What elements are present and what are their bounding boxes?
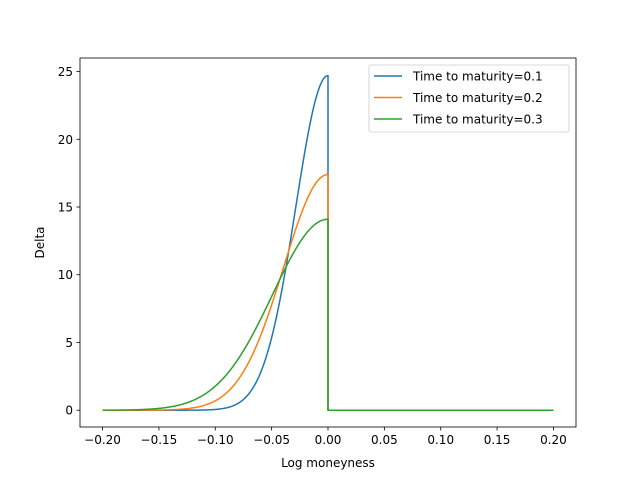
x-tick-label: −0.05 bbox=[253, 433, 290, 447]
x-tick-label: 0.15 bbox=[484, 433, 511, 447]
x-tick-label: −0.20 bbox=[84, 433, 121, 447]
x-axis-ticks: −0.20 −0.15 −0.10 −0.05 0.00 0.05 0.10 0.15 0.20 bbox=[84, 427, 567, 447]
y-tick-label: 25 bbox=[58, 65, 73, 79]
series-line-3 bbox=[102, 218, 554, 411]
y-tick-label: 20 bbox=[58, 133, 73, 147]
x-tick-label: −0.10 bbox=[197, 433, 234, 447]
x-tick-label: 0.00 bbox=[315, 433, 342, 447]
x-tick-label: 0.05 bbox=[371, 433, 398, 447]
legend: Time to maturity=0.1 Time to maturity=0.2… bbox=[368, 64, 570, 133]
legend-box bbox=[368, 64, 570, 133]
y-tick-label: 10 bbox=[58, 268, 73, 282]
x-tick-label: 0.20 bbox=[540, 433, 567, 447]
legend-label: Time to maturity=0.1 bbox=[412, 70, 543, 84]
x-tick-label: −0.15 bbox=[141, 433, 178, 447]
x-axis-label: Log moneyness bbox=[281, 456, 375, 470]
y-tick-label: 5 bbox=[65, 336, 73, 350]
y-axis-ticks: 0 5 10 15 20 25 bbox=[58, 65, 80, 418]
series-lines bbox=[102, 74, 554, 411]
x-tick-label: 0.10 bbox=[427, 433, 454, 447]
y-tick-label: 0 bbox=[65, 404, 73, 418]
legend-label: Time to maturity=0.2 bbox=[412, 91, 543, 105]
y-tick-label: 15 bbox=[58, 201, 73, 215]
legend-label: Time to maturity=0.3 bbox=[412, 113, 543, 127]
y-axis-label: Delta bbox=[33, 226, 47, 258]
